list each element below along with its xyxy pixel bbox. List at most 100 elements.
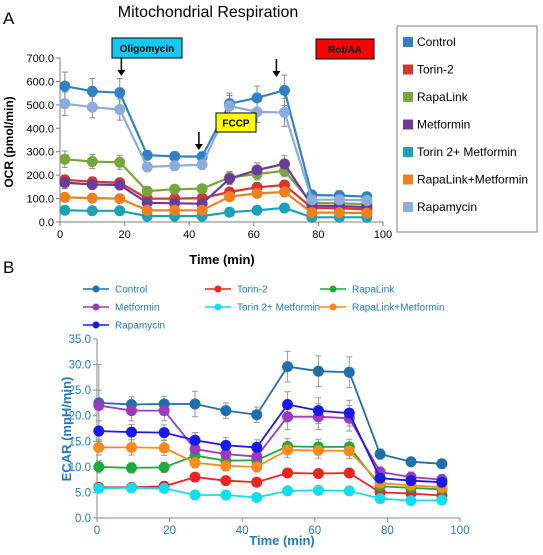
panel-a-annotation-label: Oligomycin [120, 44, 174, 55]
panel-b-x-tick-label: 20 [163, 525, 176, 537]
panel-b-xlabel: Time (min) [249, 533, 315, 548]
panel-b-data-point [312, 444, 324, 456]
panel-b-data-point [220, 439, 232, 451]
panel-b-data-point [125, 441, 137, 453]
panel-b-data-point [158, 482, 170, 494]
panel-a-data-point [333, 207, 345, 219]
panel-a-legend-swatch [403, 147, 413, 157]
panel-b-legend-label: RapaLink [352, 285, 395, 296]
panel-b-data-point [189, 457, 201, 469]
panel-a-y-tick-label: 500.0 [26, 100, 54, 112]
panel-b-y-tick-label: 0.0 [75, 513, 91, 525]
panel-a-title: Mitochondrial Respiration [118, 4, 299, 21]
panel-a-data-point [114, 193, 126, 205]
panel-b-data-point [436, 458, 448, 470]
panel-a-legend-label: Torin 2+ Metformin [417, 145, 517, 159]
panel-b-legend-marker [92, 321, 100, 329]
panel-a-data-point [141, 161, 153, 173]
panel-b-y-tick-label: 20.0 [69, 411, 91, 423]
panel-a-y-tick-label: 300.0 [26, 147, 54, 159]
panel-b-data-point [312, 484, 324, 496]
panel-b-data-point [158, 427, 170, 439]
panel-a-data-point [224, 100, 236, 112]
panel-b-letter: B [3, 258, 14, 277]
panel-a-x-tick-label: 0 [57, 229, 63, 241]
panel-b-data-point [189, 434, 201, 446]
panel-a-data-point [59, 98, 71, 110]
panel-b-data-point [343, 467, 355, 479]
panel-a-data-point [278, 84, 290, 96]
panel-b-data-point [220, 448, 232, 460]
panel-b-data-point [251, 451, 263, 463]
panel-a-data-point [278, 186, 290, 198]
panel-a-legend-swatch [403, 92, 413, 102]
panel-b-legend-marker [329, 303, 337, 311]
panel-a-ylabel: OCR (pmol/min) [2, 96, 16, 187]
panel-b-legend-label: RapaLink+Metformin [352, 303, 445, 314]
panel-a-data-point [169, 150, 181, 162]
panel-b-y-tick-label: 5.0 [75, 487, 91, 499]
panel-b-data-point [282, 411, 294, 423]
panel-b-legend-marker [214, 285, 222, 293]
panel-b-data-point [93, 482, 105, 494]
panel-b-data-point [251, 409, 263, 421]
panel-a-legend-swatch [403, 37, 413, 47]
panel-a-data-point [169, 160, 181, 172]
panel-a-data-point [278, 158, 290, 170]
panel-a-data-point [141, 185, 153, 197]
panel-a-data-point [251, 204, 263, 216]
panel-a-data-point [251, 187, 263, 199]
panel-a-data-point [86, 205, 98, 217]
panel-a-data-point [86, 101, 98, 113]
panel-b-data-point [93, 425, 105, 437]
panel-b-data-point [312, 468, 324, 480]
panel-a-legend-label: Rapamycin [417, 200, 477, 214]
panel-b-data-point [405, 456, 417, 468]
panel-a-data-point [114, 104, 126, 116]
panel-b-x-tick-label: 0 [94, 525, 100, 537]
panel-a-data-point [59, 153, 71, 165]
panel-a-data-point [251, 164, 263, 176]
panel-a-data-point [59, 80, 71, 92]
panel-b-data-point [220, 489, 232, 501]
panel-b-data-point [374, 493, 386, 505]
panel-a-y-tick-label: 700.0 [26, 53, 54, 65]
panel-a-data-point [361, 194, 373, 206]
panel-a-data-point [361, 207, 373, 219]
panel-a-data-point [86, 85, 98, 97]
panel-b-data-point [125, 426, 137, 438]
panel-b-data-point [158, 461, 170, 473]
panel-a-y-tick-label: 0.0 [39, 217, 54, 229]
panel-a-data-point [141, 204, 153, 216]
panel-b-legend-label: Torin-2 [237, 285, 268, 296]
panel-b-x-tick-label: 60 [308, 525, 321, 537]
panel-a-annotation-box [315, 38, 375, 60]
panel-b-legend-marker [92, 303, 100, 311]
panel-a-data-point [86, 156, 98, 168]
panel-b-y-tick-label: 25.0 [69, 385, 91, 397]
panel-a-data-point [196, 159, 208, 171]
panel-b-legend-label: Control [115, 285, 147, 296]
panel-b-data-point [374, 448, 386, 460]
panel-b-legend-marker [329, 285, 337, 293]
panel-a-annotation-label: FCCP [222, 119, 250, 130]
panel-b-data-point [343, 407, 355, 419]
panel-a-legend-swatch [403, 202, 413, 212]
panel-a-x-tick-label: 60 [248, 229, 260, 241]
panel-b-data-point [343, 445, 355, 457]
panel-b-data-point [93, 461, 105, 473]
panel-a-legend-label: Control [417, 35, 456, 49]
panel-b-data-point [220, 405, 232, 417]
panel-b-data-point [282, 398, 294, 410]
panel-a-data-point [114, 87, 126, 99]
panel-a-data-point [251, 92, 263, 104]
panel-a-data-point [169, 204, 181, 216]
panel-b-data-point [189, 398, 201, 410]
panel-b-data-point [282, 485, 294, 497]
panel-b-legend-label: Metformin [115, 303, 159, 314]
panel-b-data-point [93, 399, 105, 411]
panel-a-y-tick-label: 600.0 [26, 76, 54, 88]
panel-b-data-point [374, 472, 386, 484]
